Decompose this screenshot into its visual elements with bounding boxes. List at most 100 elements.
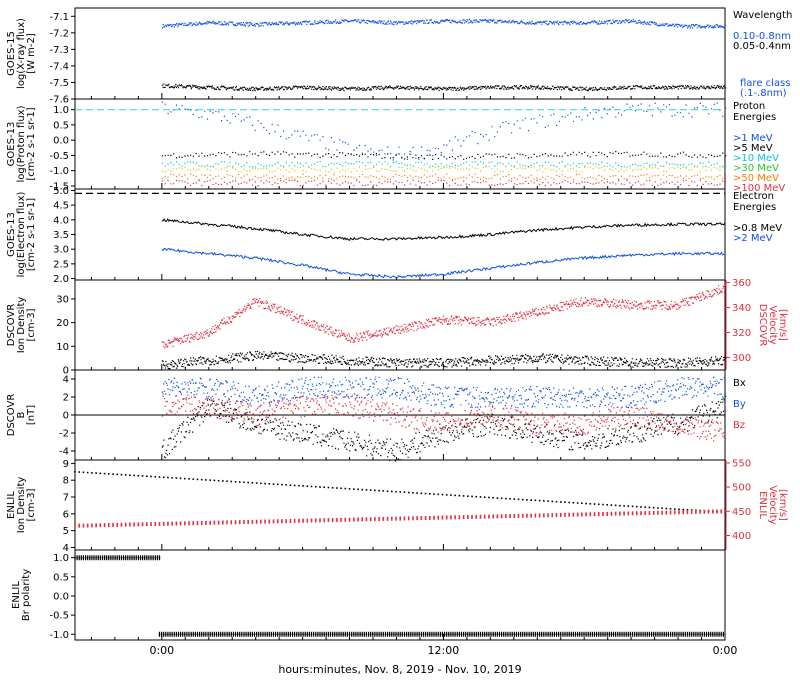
data-point bbox=[298, 484, 300, 487]
y-tick-label: 4 bbox=[63, 375, 69, 386]
data-point bbox=[551, 513, 554, 518]
y-tick-label: -1.5 bbox=[49, 181, 69, 192]
data-point bbox=[137, 474, 140, 477]
data-point bbox=[450, 494, 452, 496]
data-point bbox=[589, 502, 592, 505]
y-axis-label: log(X-ray flux) bbox=[16, 18, 27, 89]
data-point bbox=[158, 476, 161, 478]
data-point bbox=[551, 500, 554, 503]
data-point bbox=[395, 516, 397, 521]
data-point bbox=[399, 516, 402, 521]
y-tick-label: -0.5 bbox=[49, 611, 69, 622]
time-tick-label: 12:00 bbox=[428, 644, 460, 657]
y-tick-label: 3.5 bbox=[53, 230, 69, 241]
y-tick-label: 2 bbox=[63, 393, 69, 404]
data-point bbox=[179, 477, 182, 480]
data-point bbox=[437, 493, 440, 496]
data-point bbox=[369, 489, 372, 491]
right-y-tick-label: 300 bbox=[732, 353, 751, 364]
data-point bbox=[572, 501, 575, 504]
data-point bbox=[298, 518, 300, 523]
data-point bbox=[433, 493, 435, 495]
right-y-tick-label: 360 bbox=[732, 278, 751, 289]
data-point bbox=[205, 520, 207, 525]
data-point bbox=[314, 485, 317, 488]
data-point bbox=[171, 521, 173, 526]
data-point bbox=[581, 512, 583, 517]
data-point bbox=[420, 492, 423, 495]
y-axis-label: DSCOVR bbox=[6, 304, 17, 347]
data-point bbox=[310, 518, 313, 523]
series-line bbox=[161, 247, 726, 279]
y-axis-label: [cm-3] bbox=[26, 308, 37, 341]
y-axis-label: GOES-15 bbox=[6, 31, 17, 76]
data-point bbox=[483, 496, 486, 499]
data-point bbox=[213, 479, 216, 482]
y-tick-label: 4.5 bbox=[53, 201, 69, 212]
data-point bbox=[678, 508, 680, 511]
data-point bbox=[255, 519, 258, 524]
y-axis-label: [cm-2 s-1 sr-1] bbox=[26, 107, 37, 180]
data-point bbox=[74, 523, 76, 528]
data-points bbox=[161, 179, 727, 187]
goes13-electron-panel: 5.0 4.5 4.0 3.5 3.0 2.5 2.0 GOES-13 log(Electron… bbox=[6, 186, 782, 285]
right-y-tick-label: 400 bbox=[732, 531, 751, 542]
data-point bbox=[103, 523, 106, 528]
data-point bbox=[167, 476, 169, 479]
data-point bbox=[95, 472, 97, 474]
data-point bbox=[382, 516, 385, 521]
data-point bbox=[124, 522, 127, 527]
data-point bbox=[424, 515, 427, 520]
data-point bbox=[217, 479, 220, 482]
data-point bbox=[289, 518, 292, 523]
data-point bbox=[467, 515, 469, 520]
data-point bbox=[247, 519, 249, 524]
data-point bbox=[251, 481, 254, 484]
series-line bbox=[161, 217, 726, 241]
data-point bbox=[150, 475, 152, 478]
data-point bbox=[437, 515, 440, 520]
data-point bbox=[247, 481, 249, 484]
right-y-tick-label: 340 bbox=[732, 303, 751, 314]
data-point bbox=[74, 470, 76, 473]
right-y-tick-label: 550 bbox=[732, 458, 751, 469]
data-point bbox=[196, 521, 199, 526]
data-point bbox=[412, 491, 414, 494]
data-point bbox=[602, 503, 604, 506]
right-y-axis-label: [km/s] bbox=[777, 489, 788, 521]
y-axis-label: log(Electron flux) bbox=[16, 192, 27, 278]
data-point bbox=[720, 509, 723, 514]
data-point bbox=[314, 518, 317, 523]
data-point bbox=[445, 494, 448, 496]
data-point bbox=[390, 490, 393, 493]
goes15-xray-series-black bbox=[161, 83, 727, 92]
data-points bbox=[161, 160, 727, 168]
goes13-proton-series-blue bbox=[161, 101, 727, 161]
data-point bbox=[407, 491, 410, 494]
data-point bbox=[378, 517, 380, 522]
y-axis-label: log(Proton flux) bbox=[16, 105, 27, 182]
data-point bbox=[150, 522, 152, 527]
data-point bbox=[112, 473, 114, 475]
data-point bbox=[657, 507, 659, 509]
right-y-tick-label: 450 bbox=[732, 507, 751, 518]
data-point bbox=[272, 519, 275, 524]
data-point bbox=[652, 510, 655, 515]
data-point bbox=[281, 519, 283, 524]
enlil-polarity-series-black bbox=[158, 631, 725, 637]
data-point bbox=[293, 518, 296, 523]
data-point bbox=[120, 473, 123, 476]
data-point bbox=[424, 492, 427, 495]
data-point bbox=[445, 515, 448, 520]
dscovr-b-panel: 4 2 0 -2 -4 DSCOVR B [nT] Bx By Bz bbox=[6, 369, 746, 462]
data-point bbox=[572, 512, 575, 517]
y-tick-label: 20 bbox=[56, 318, 69, 329]
data-point bbox=[268, 519, 271, 524]
data-point bbox=[509, 514, 511, 519]
y-tick-label: 4 bbox=[63, 543, 69, 554]
y-tick-label: 8 bbox=[63, 476, 69, 487]
data-point bbox=[661, 507, 663, 510]
y-tick-label: 2.0 bbox=[53, 274, 69, 285]
y-tick-label: -1.0 bbox=[49, 630, 69, 641]
